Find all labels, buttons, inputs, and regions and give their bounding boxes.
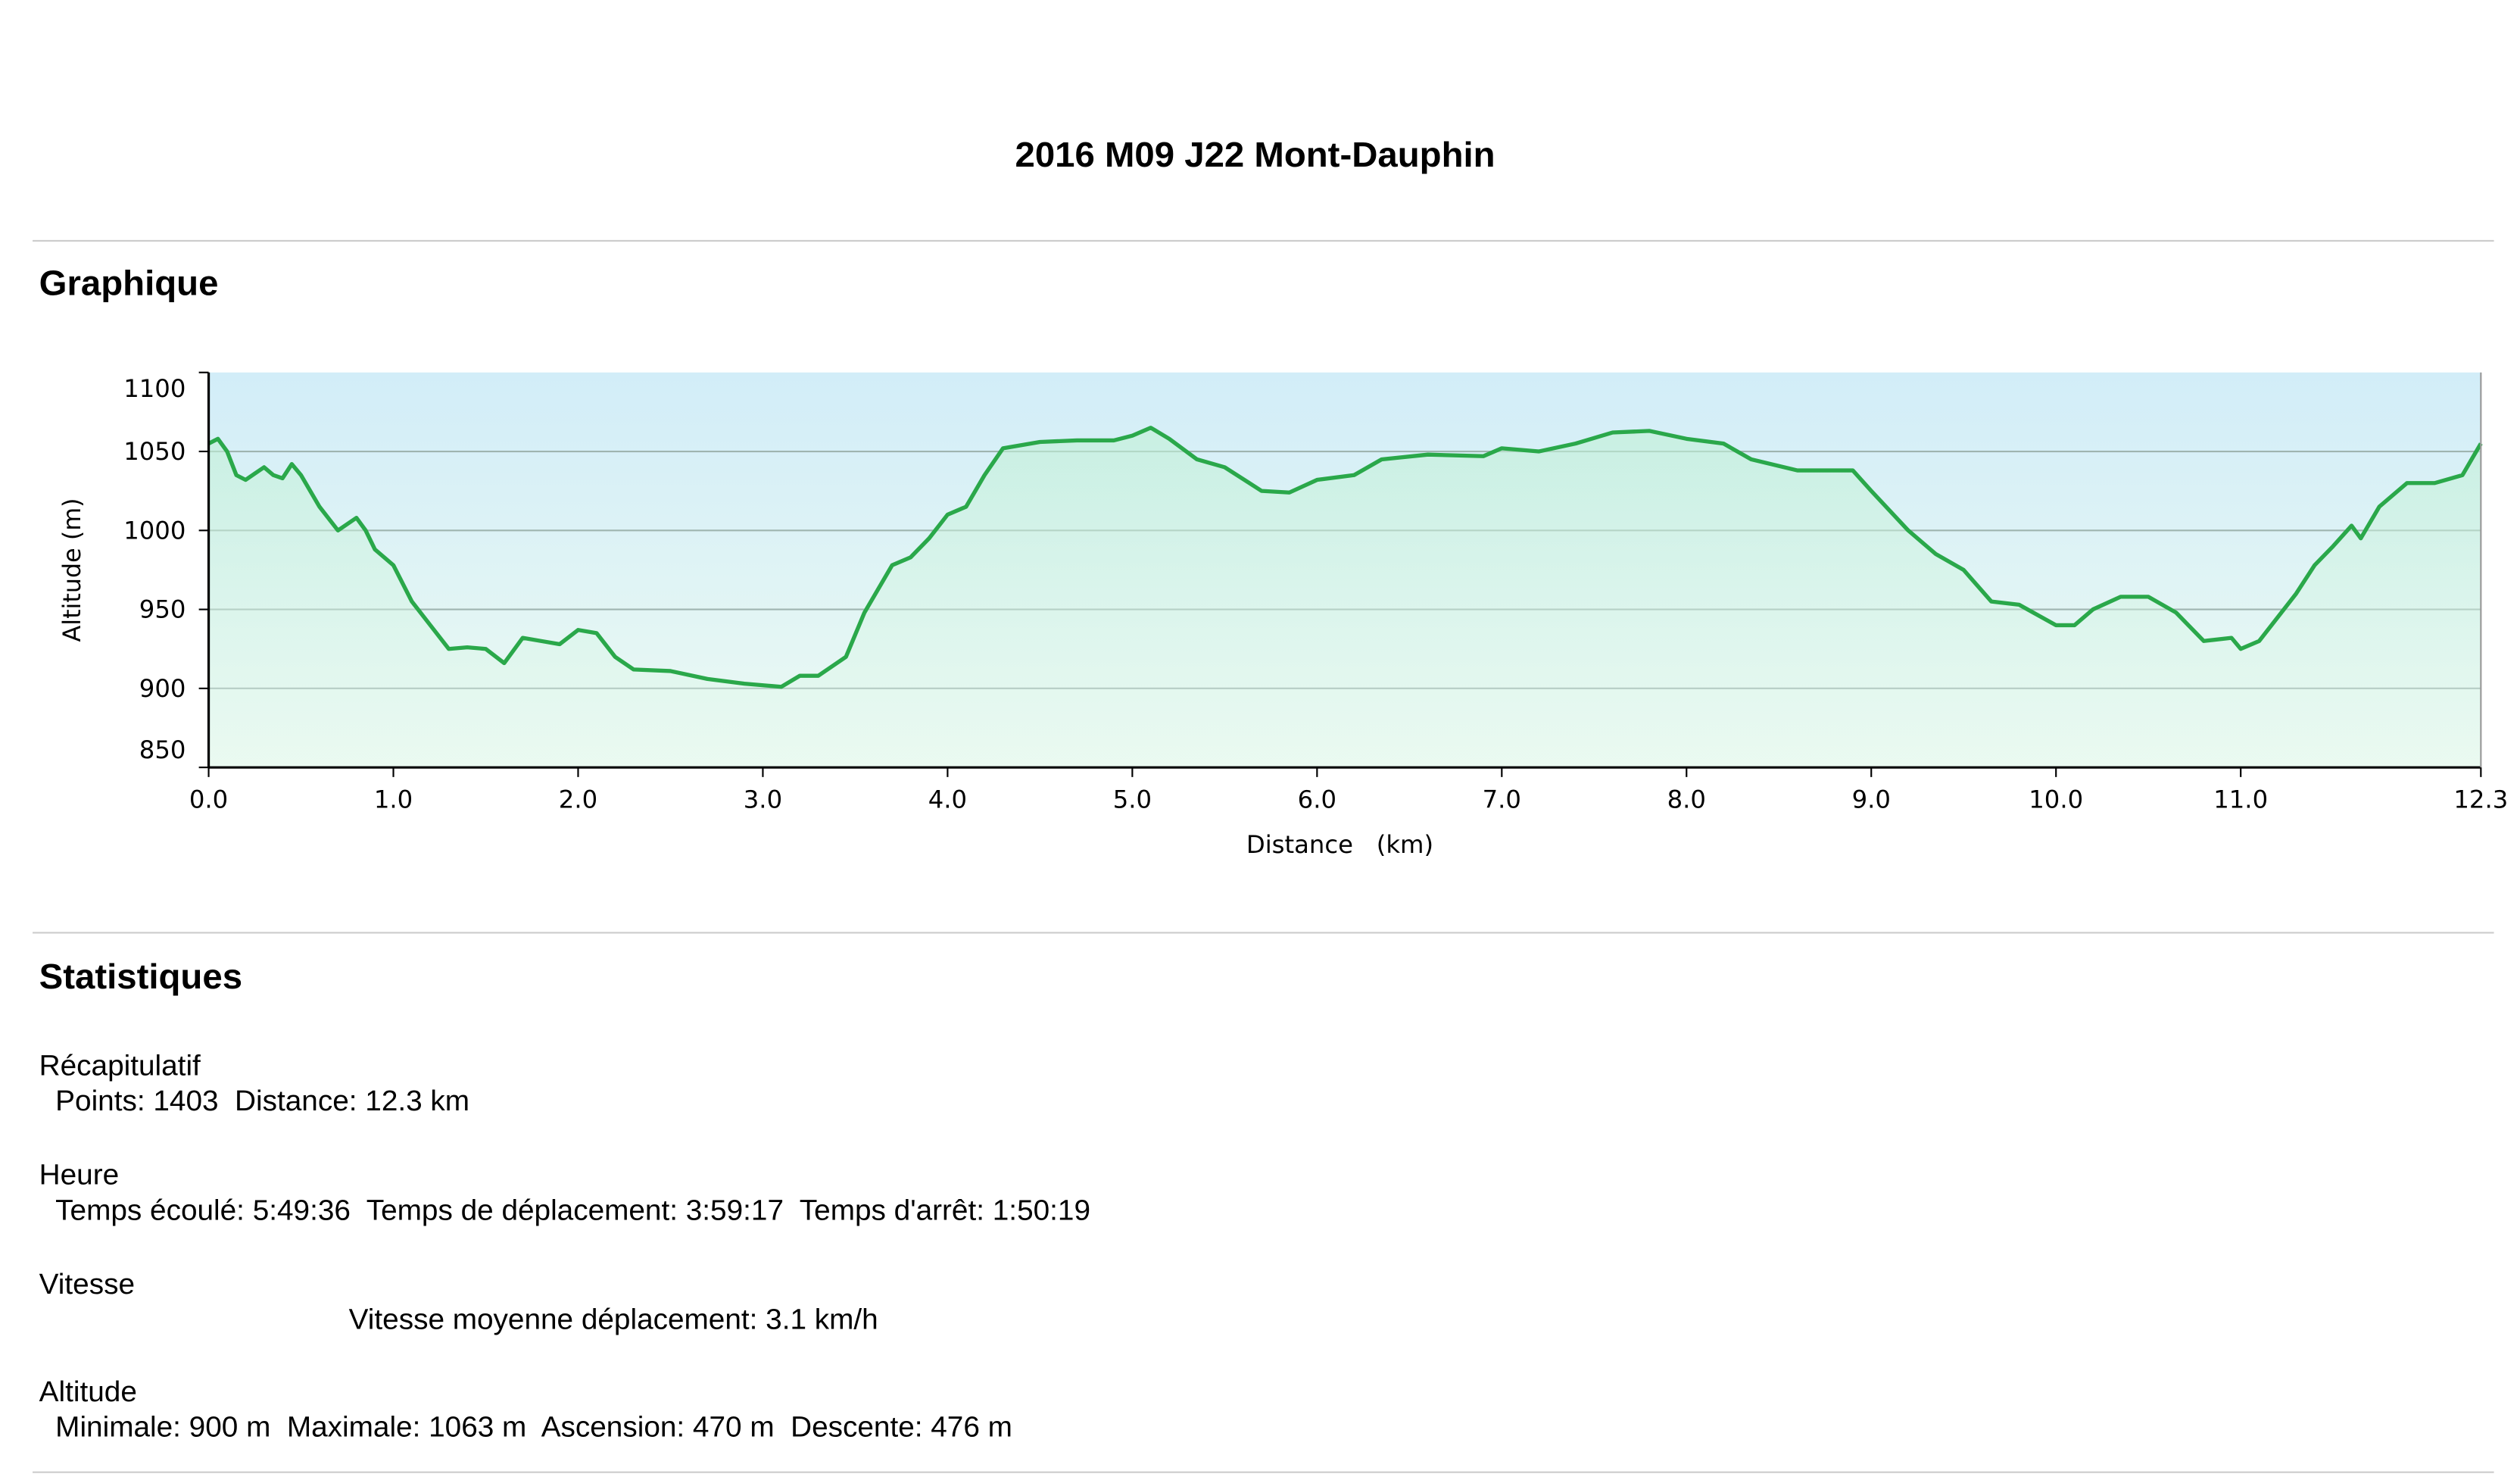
stat-text: Points: 1403 Distance: 12.3 km	[55, 1085, 469, 1117]
x-tick-label: 10.0	[2029, 785, 2083, 814]
x-tick-label: 11.0	[2213, 785, 2268, 814]
stat-text: Minimale: 900 m Maximale: 1063 m Ascensi…	[55, 1411, 1012, 1444]
x-tick-label: 3.0	[744, 785, 782, 814]
section-title: Statistiques	[39, 957, 242, 997]
stat-heading: Altitude	[39, 1376, 137, 1408]
x-tick-label: 8.0	[1667, 785, 1706, 814]
area	[208, 427, 2481, 768]
x-tick-label: 12.3	[2453, 785, 2508, 814]
y-tick-label: 1100	[123, 374, 186, 403]
x-tick-label: 4.0	[928, 785, 967, 814]
chart: 850 900 950 1000 1050 1100 0.0 1.0 2.0 3.0 4.0 5.0 6…	[58, 371, 2508, 859]
y-tick-label: 1000	[123, 517, 186, 545]
x-tick-label: 2.0	[559, 785, 597, 814]
x-tick-label: 9.0	[1852, 785, 1891, 814]
y-tick-label: 1050	[123, 437, 186, 466]
y-tick-label: 850	[139, 735, 186, 764]
stat-text: Vitesse moyenne déplacement: 3.1 km/h	[349, 1304, 878, 1336]
stat-text: Temps écoulé: 5:49:36 Temps de déplaceme…	[55, 1194, 1090, 1227]
x-tick-label: 5.0	[1113, 785, 1152, 814]
y-tick-label: 950	[139, 595, 186, 624]
stat-heading: Récapitulatif	[39, 1050, 201, 1082]
stat-heading: Vitesse	[39, 1268, 135, 1301]
stat-heading: Heure	[39, 1159, 120, 1191]
page-title: 2016 M09 J22 Mont-Dauphin	[1015, 134, 1495, 174]
x-axis-title: Distance (km)	[1246, 830, 1433, 859]
x-tick-label: 7.0	[1483, 785, 1521, 814]
x-tick-label: 1.0	[374, 785, 413, 814]
y-axis-title: Altitude (m)	[58, 498, 86, 642]
line	[207, 426, 2483, 689]
section-title: Graphique	[39, 263, 219, 303]
y-tick-label: 900	[139, 674, 186, 703]
x-tick-label: 0.0	[189, 785, 228, 814]
x-tick-label: 6.0	[1298, 785, 1336, 814]
